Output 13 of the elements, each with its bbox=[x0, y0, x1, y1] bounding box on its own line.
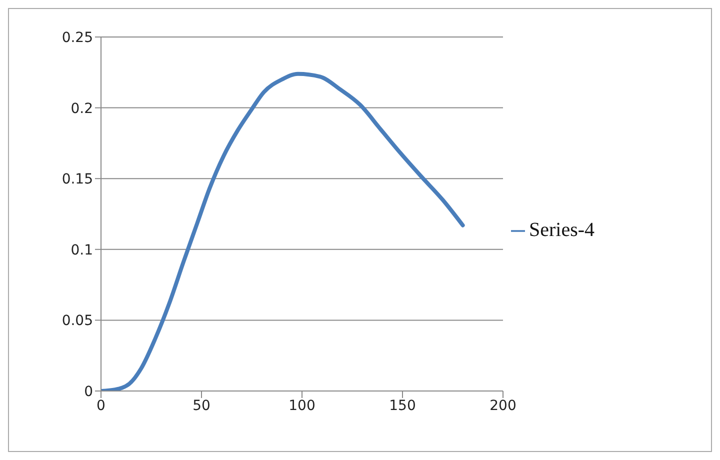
x-tick-label: 100 bbox=[288, 398, 316, 414]
y-tick-label: 0.25 bbox=[62, 30, 93, 46]
y-tick-label: 0.1 bbox=[70, 242, 93, 258]
y-tick-label: 0 bbox=[84, 384, 93, 400]
x-tick-label: 150 bbox=[389, 398, 416, 414]
line-series bbox=[101, 72, 465, 391]
x-tick-label: 50 bbox=[192, 398, 210, 414]
y-tick-label: 0.2 bbox=[70, 100, 93, 117]
legend-label: Series-4 bbox=[529, 218, 595, 240]
y-tick-label: 0.05 bbox=[62, 313, 93, 330]
x-tick-label: 0 bbox=[96, 398, 106, 414]
y-tick-label: 0.15 bbox=[62, 172, 93, 188]
x-tick-label: 200 bbox=[490, 398, 516, 414]
